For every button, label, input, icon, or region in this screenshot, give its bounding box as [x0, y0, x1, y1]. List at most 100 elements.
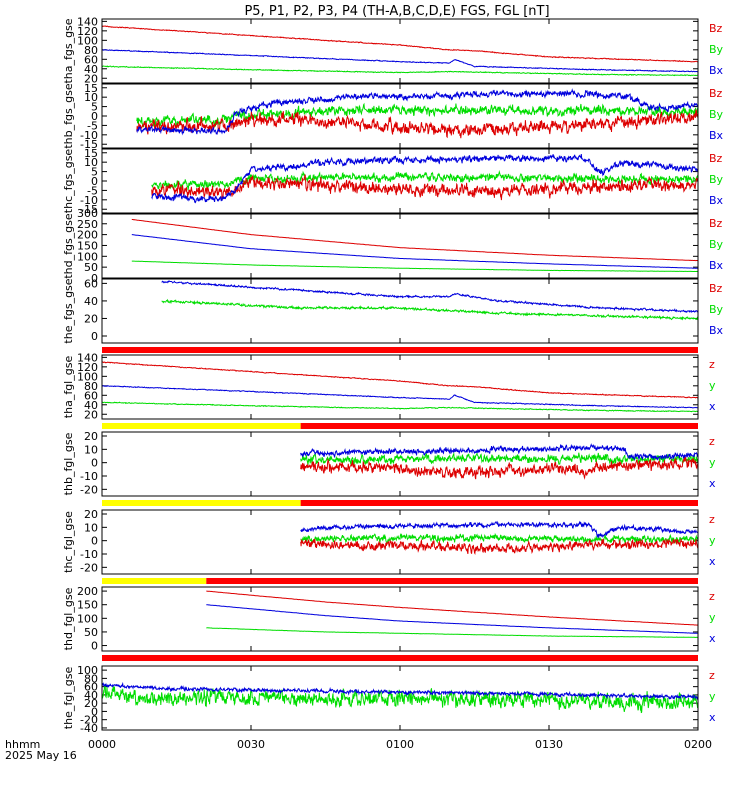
y-tick-label: 100 [77, 664, 98, 677]
y-axis-label: the_fgs_gse [62, 278, 75, 343]
series-y-line [102, 401, 698, 413]
y-tick-label: 10 [84, 91, 98, 104]
legend-entry: x [709, 400, 716, 413]
status-bar-red [102, 655, 698, 661]
y-tick-label: -15 [80, 138, 98, 151]
y-tick-label: 0 [91, 330, 98, 343]
series-y-line [300, 451, 698, 466]
y-axis-label: tha_fgl_gse [62, 356, 75, 419]
series-x-line [151, 153, 698, 204]
y-tick-label: -20 [80, 714, 98, 727]
series-x-line [161, 280, 698, 314]
y-tick-label: 120 [77, 25, 98, 38]
series-x-line [300, 520, 698, 539]
panel-frame [101, 431, 699, 497]
series-x-line [102, 681, 698, 701]
x-tick-label: 0130 [535, 738, 563, 751]
y-axis-label: thb_fgs_gse [62, 83, 75, 149]
y-tick-label: 15 [84, 147, 98, 160]
y-tick-label: 80 [84, 44, 98, 57]
y-tick-label: 300 [77, 207, 98, 220]
y-tick-label: 20 [84, 430, 98, 443]
y-tick-label: 250 [77, 218, 98, 231]
series-x-line [102, 384, 698, 409]
legend-entry: z [709, 590, 715, 603]
series-y-line [102, 684, 698, 714]
series-x-line [131, 234, 698, 269]
time-unit-label: hhmm [5, 738, 40, 751]
y-axis-label: thc_fgs_gse [62, 149, 75, 214]
series-z-line [300, 538, 698, 556]
series-y-line [206, 627, 698, 639]
y-tick-label: 150 [77, 239, 98, 252]
legend-entry: Bz [709, 152, 723, 165]
panel-frame [101, 18, 699, 84]
y-tick-label: 5 [91, 101, 98, 114]
legend-entry: x [709, 555, 716, 568]
y-tick-label: 40 [84, 689, 98, 702]
series-z-line [102, 361, 698, 399]
y-tick-label: 20 [84, 408, 98, 421]
legend-entry: By [709, 238, 724, 251]
panel-frame [101, 586, 699, 652]
y-tick-label: 0 [91, 175, 98, 188]
y-axis-label: the_fgl_gse [62, 667, 75, 730]
y-tick-label: 40 [84, 295, 98, 308]
series-z-line [102, 25, 698, 63]
series-z-line [131, 218, 698, 262]
legend-entry: x [709, 711, 716, 724]
y-tick-label: 50 [84, 261, 98, 274]
y-axis-label: thc_fgl_gse [62, 511, 75, 573]
legend-entry: Bx [709, 324, 724, 337]
legend-entry: y [709, 611, 716, 624]
series-z-line [136, 109, 698, 139]
y-tick-label: 200 [77, 585, 98, 598]
series-y-line [131, 260, 698, 273]
y-tick-label: 20 [84, 72, 98, 85]
y-tick-label: 140 [77, 351, 98, 364]
panel-frame [101, 148, 699, 214]
legend-entry: x [709, 632, 716, 645]
y-tick-label: -10 [80, 548, 98, 561]
y-tick-label: 20 [84, 312, 98, 325]
y-tick-label: 100 [77, 250, 98, 263]
y-tick-label: 40 [84, 399, 98, 412]
status-bar-yellow [102, 578, 207, 584]
legend-entry: By [709, 108, 724, 121]
legend-entry: Bz [709, 282, 723, 295]
y-tick-label: 60 [84, 53, 98, 66]
legend-entry: Bx [709, 259, 724, 272]
status-bar-yellow [102, 500, 301, 506]
panel-frame [101, 665, 699, 731]
x-tick-label: 0100 [386, 738, 414, 751]
y-tick-label: 10 [84, 521, 98, 534]
series-y-line [102, 65, 698, 77]
series-y-line [161, 298, 698, 321]
y-tick-label: -10 [80, 470, 98, 483]
y-tick-label: 0 [91, 110, 98, 123]
series-z-line [206, 590, 698, 626]
y-tick-label: 0 [91, 457, 98, 470]
y-tick-label: -20 [80, 483, 98, 496]
legend-entry: y [709, 379, 716, 392]
legend-entry: Bz [709, 217, 723, 230]
date-label: 2025 May 16 [5, 749, 77, 762]
y-tick-label: -20 [80, 561, 98, 574]
x-tick-label: 0000 [88, 738, 116, 751]
y-tick-label: 0 [91, 272, 98, 285]
y-tick-label: 0 [91, 705, 98, 718]
panel-frame [101, 213, 699, 279]
y-tick-label: 10 [84, 443, 98, 456]
y-tick-label: 60 [84, 389, 98, 402]
legend-entry: y [709, 534, 716, 547]
x-tick-label: 0200 [684, 738, 712, 751]
y-tick-label: -40 [80, 722, 98, 735]
series-x-line [136, 88, 698, 136]
legend-entry: z [709, 513, 715, 526]
